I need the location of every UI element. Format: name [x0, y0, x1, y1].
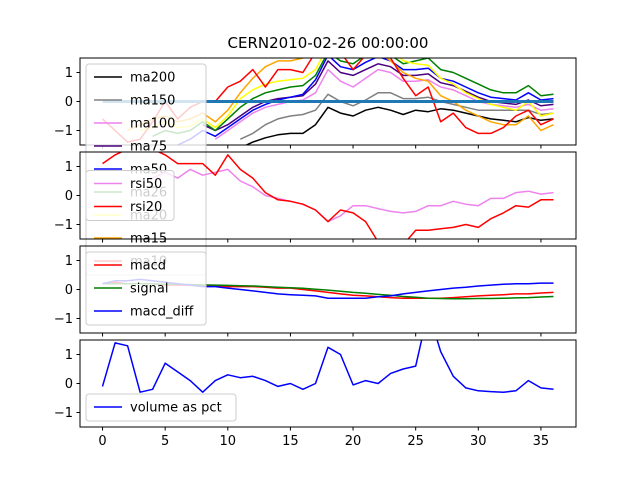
y-tick-label: 1 [65, 66, 73, 81]
subplot-1: −101ma200ma150ma100ma75ma50ma26ma20ma15m… [54, 57, 577, 276]
subplot-4-lines [101, 340, 554, 393]
legend-label: ma75 [130, 140, 167, 155]
y-tick-label: −1 [54, 406, 73, 421]
y-tick-label: −1 [54, 218, 73, 233]
legend: ma200ma150ma100ma75ma50ma26ma20ma15ma10 [85, 63, 207, 276]
x-tick-label: 15 [282, 434, 299, 449]
subplot-stack: −101ma200ma150ma100ma75ma50ma26ma20ma15m… [54, 57, 577, 449]
x-tick-label: 20 [345, 434, 362, 449]
x-tick-label: 30 [470, 434, 487, 449]
legend: rsi50 rsi20 [85, 170, 175, 221]
y-tick-label: 0 [65, 377, 73, 392]
series-line-ma200 [244, 106, 554, 145]
x-tick-label: 10 [220, 434, 237, 449]
subplot-3: −1 0 1 macd signal macd_diff [54, 245, 577, 337]
legend-label: macd_diff [130, 305, 194, 320]
legend: volume as pct [85, 393, 237, 422]
legend: macd signal macd_diff [85, 251, 207, 326]
legend-label: rsi50 [130, 177, 162, 192]
series-line-ma150 [239, 92, 554, 140]
subplot-2-lines [102, 152, 554, 239]
legend-label: signal [130, 282, 168, 297]
y-tick-label: 0 [65, 189, 73, 204]
y-tick-label: 1 [65, 254, 73, 269]
legend-box [85, 251, 207, 326]
y-tick-label: 0 [65, 95, 73, 110]
x-tick-label: 25 [407, 434, 424, 449]
legend-label: ma200 [130, 71, 175, 86]
y-tick-label: 1 [65, 160, 73, 175]
series-line-rsi50 [152, 168, 554, 223]
y-tick-label: 0 [65, 283, 73, 298]
legend-label: ma150 [130, 94, 175, 109]
series-line-volume-as-pct [101, 340, 554, 393]
legend-label: volume as pct [130, 401, 222, 416]
legend-label: macd [130, 259, 166, 274]
series-line-rsi20 [102, 152, 554, 239]
chart-title: CERN2010-02-26 00:00:00 [228, 34, 429, 52]
legend-label: ma100 [130, 117, 175, 132]
x-tick-label: 0 [98, 434, 106, 449]
y-tick-label: −1 [54, 124, 73, 139]
x-tick-label: 35 [533, 434, 550, 449]
legend-box [85, 393, 237, 422]
series-line-ma50 [177, 58, 554, 145]
series-line-ma26 [152, 58, 554, 137]
y-tick-label: −1 [54, 312, 73, 327]
x-tick-label: 5 [161, 434, 169, 449]
subplot-2: −1 0 1 rsi50 rsi20 [54, 151, 577, 243]
y-tick-label: 1 [65, 348, 73, 363]
legend-label: rsi20 [130, 200, 162, 215]
